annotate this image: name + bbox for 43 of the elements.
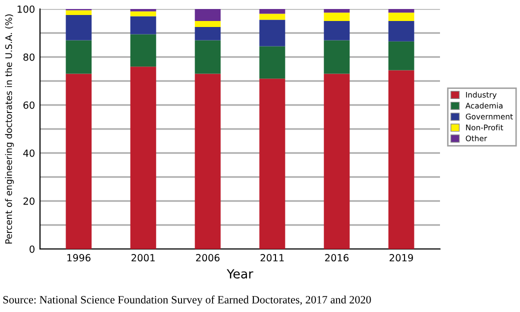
bar bbox=[324, 40, 350, 74]
x-tick-label: 2019 bbox=[390, 254, 413, 262]
bar bbox=[194, 40, 221, 74]
y-tick-label: 100 bbox=[18, 5, 34, 13]
bar bbox=[130, 66, 156, 249]
bar bbox=[66, 74, 92, 249]
bar bbox=[324, 21, 350, 40]
bar bbox=[66, 10, 92, 15]
bar bbox=[388, 21, 414, 42]
x-tick-label: 2001 bbox=[132, 254, 155, 262]
x-tick-label: 2011 bbox=[260, 254, 284, 262]
bar bbox=[388, 12, 414, 21]
bar bbox=[194, 27, 221, 40]
x-tick-label: 2016 bbox=[325, 254, 349, 262]
bar bbox=[194, 9, 221, 21]
bar bbox=[194, 74, 221, 249]
bar bbox=[66, 15, 92, 40]
y-tick-label: 20 bbox=[23, 197, 34, 205]
bar bbox=[388, 70, 414, 249]
bar bbox=[324, 12, 350, 21]
x-tick-label: 1996 bbox=[67, 254, 90, 262]
bar bbox=[324, 9, 350, 13]
bar bbox=[324, 74, 350, 249]
bar bbox=[388, 9, 414, 13]
bar bbox=[388, 41, 414, 70]
bar bbox=[66, 40, 92, 74]
bar bbox=[130, 11, 156, 16]
bar bbox=[259, 14, 286, 20]
y-tick-label: 60 bbox=[23, 101, 34, 109]
source-note: Source: National Science Foundation Survey of Earned Doctorates, 2017 and 2020 bbox=[3, 296, 371, 306]
y-axis-title: Percent of engineering doctorates in the U.S.A. (%) bbox=[5, 14, 14, 244]
x-tick-label: 2006 bbox=[196, 254, 220, 262]
bar bbox=[194, 21, 221, 27]
y-tick-label: 0 bbox=[30, 245, 34, 253]
bar bbox=[130, 16, 156, 34]
bar bbox=[130, 34, 156, 67]
bar bbox=[259, 46, 286, 79]
bar bbox=[259, 9, 286, 14]
bar bbox=[259, 20, 286, 46]
x-axis-title: Year bbox=[226, 269, 254, 278]
bar bbox=[259, 78, 286, 249]
y-tick-label: 40 bbox=[23, 149, 34, 157]
y-tick-label: 80 bbox=[23, 53, 34, 61]
